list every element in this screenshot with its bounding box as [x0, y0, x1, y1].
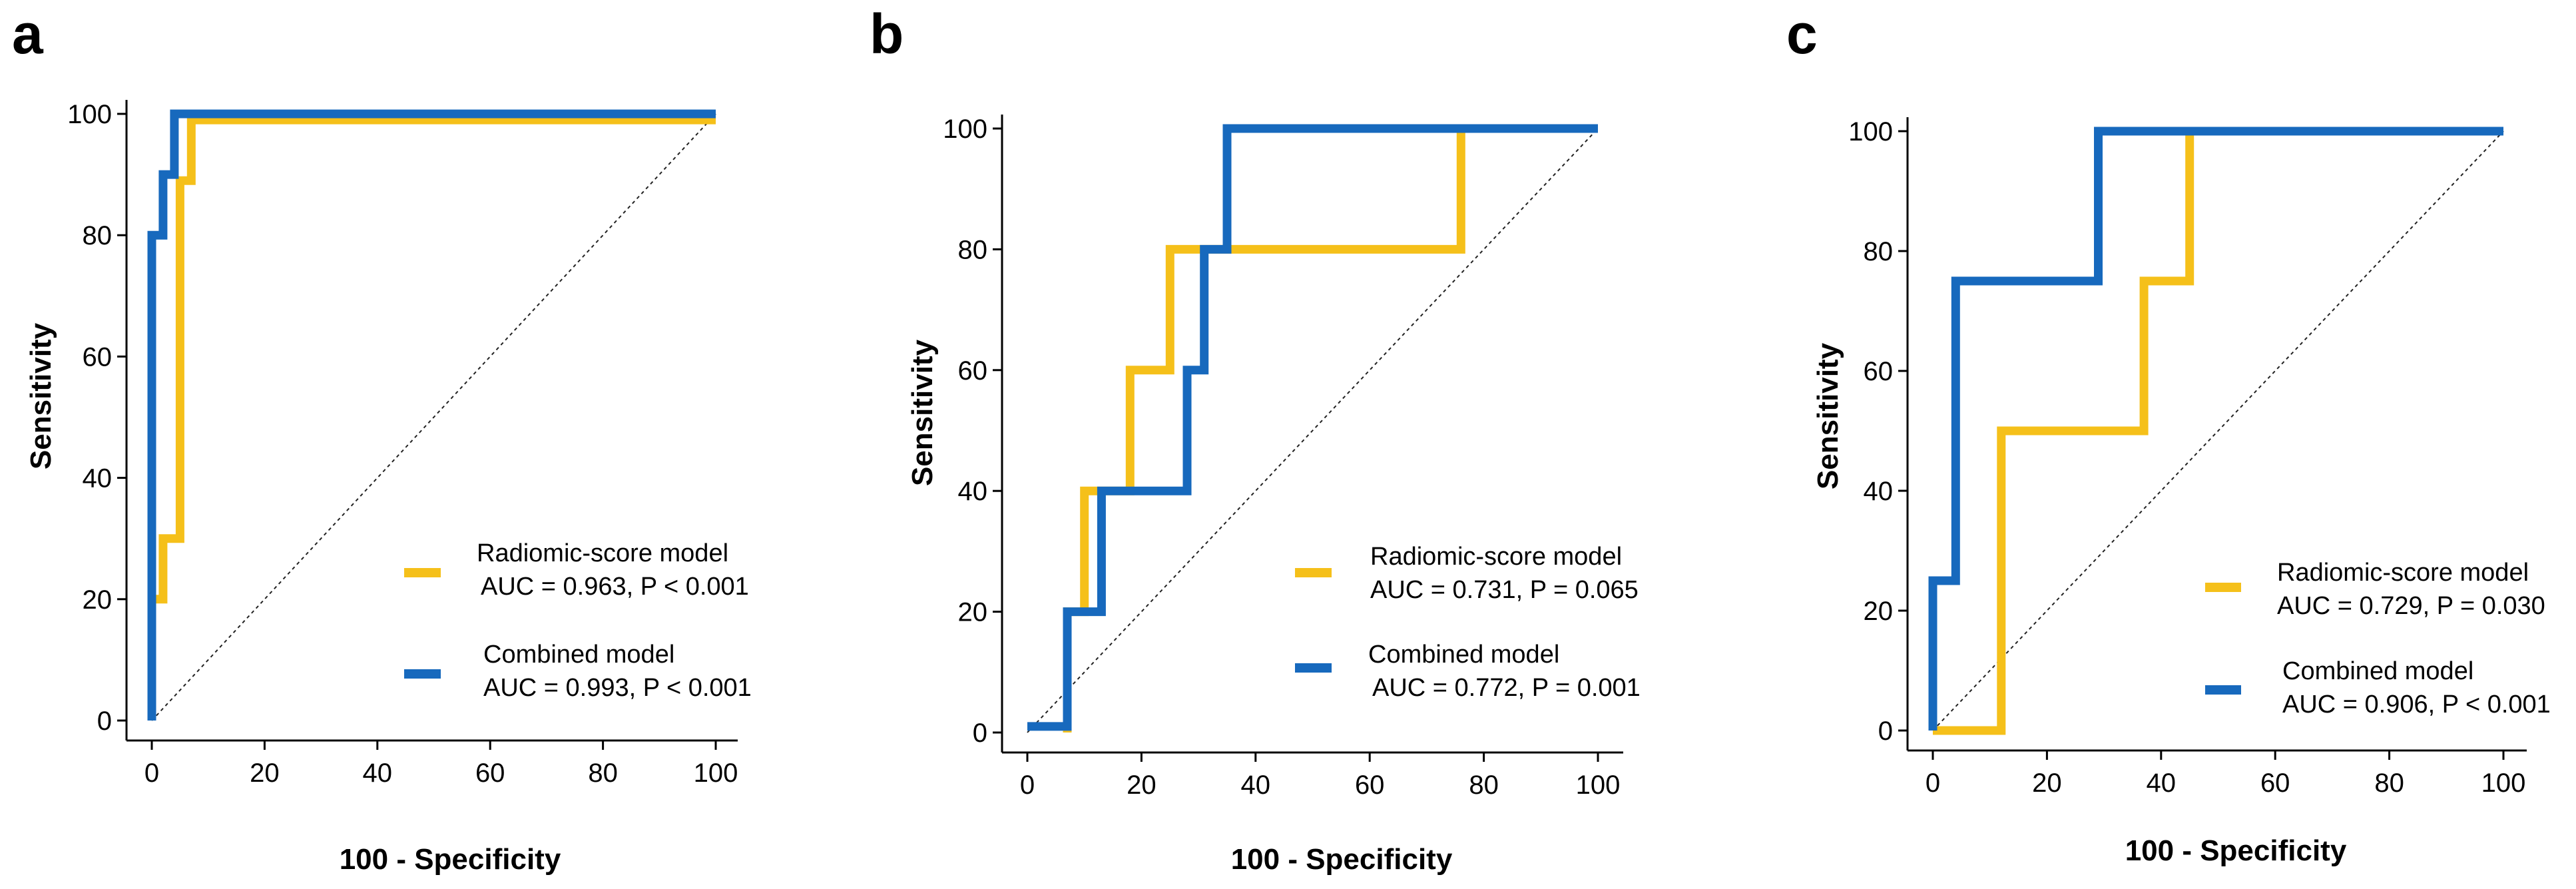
x-tick-label-c-80: 80 [2374, 768, 2404, 798]
x-tick-label-a-0: 0 [144, 758, 159, 788]
y-axis-title-a: Sensitivity [25, 322, 57, 469]
legend-label-combined-c: Combined model [2282, 657, 2473, 685]
legend-label-combined-a: Combined model [483, 641, 674, 669]
x-tick-label-b-40: 40 [1241, 770, 1271, 800]
y-tick-label-a-0: 0 [97, 707, 112, 736]
y-tick-label-c-20: 20 [1864, 597, 1894, 626]
panel-a: a 0 20 40 60 80 100 0 20 40 60 80 100 100 - Specifi… [12, 3, 752, 876]
y-tick-label-c-60: 60 [1864, 357, 1894, 386]
y-tick-label-b-100: 100 [943, 115, 987, 144]
panel-c: c 0 20 40 60 80 100 0 20 40 60 80 100 100 - Specifi… [1786, 3, 2551, 867]
x-tick-label-c-100: 100 [2481, 768, 2526, 798]
legend-c: Radiomic-score model AUC = 0.729, P = 0.… [2205, 559, 2551, 719]
y-tick-label-b-40: 40 [958, 477, 988, 506]
roc-curve-combined-c [1928, 127, 2503, 731]
roc-curve-radiomic-c [1933, 127, 2503, 735]
panel-letter-c: c [1786, 3, 1818, 65]
y-tick-label-a-60: 60 [83, 342, 113, 372]
x-tick-label-a-80: 80 [588, 758, 618, 788]
y-axis-title-c: Sensitivity [1812, 342, 1844, 489]
x-axis-title-c: 100 - Specificity [2125, 834, 2347, 867]
x-tick-label-b-0: 0 [1020, 770, 1035, 800]
y-tick-label-c-40: 40 [1864, 477, 1894, 506]
y-tick-label-a-20: 20 [83, 585, 113, 615]
legend-label-combined-b: Combined model [1368, 641, 1559, 669]
reference-diagonal-a [151, 113, 716, 721]
y-tick-label-a-40: 40 [83, 464, 113, 493]
roc-curve-radiomic-a [147, 115, 716, 721]
legend-stats-radiomic-a: AUC = 0.963, P < 0.001 [481, 573, 749, 601]
legend-b: Radiomic-score model AUC = 0.731, P = 0.… [1295, 543, 1641, 702]
x-tick-label-b-20: 20 [1127, 770, 1157, 800]
reference-diagonal-b [1027, 128, 1599, 733]
y-axis-title-b: Sensitivity [906, 339, 939, 486]
axes-b: 0 20 40 60 80 100 0 20 40 60 80 100 [943, 115, 1623, 800]
legend-label-radiomic-a: Radiomic-score model [477, 539, 728, 567]
y-tick-label-c-100: 100 [1848, 117, 1893, 147]
x-tick-label-a-60: 60 [475, 758, 505, 788]
x-tick-label-a-40: 40 [363, 758, 393, 788]
axes-c: 0 20 40 60 80 100 0 20 40 60 80 100 [1848, 117, 2527, 798]
y-tick-label-a-80: 80 [83, 221, 113, 250]
y-tick-label-c-80: 80 [1864, 237, 1894, 266]
x-tick-label-c-0: 0 [1926, 768, 1940, 798]
panel-letter-a: a [12, 3, 44, 65]
legend-stats-radiomic-c: AUC = 0.729, P = 0.030 [2277, 592, 2545, 620]
panel-letter-b: b [870, 3, 903, 65]
legend-stats-combined-a: AUC = 0.993, P < 0.001 [483, 674, 752, 702]
x-tick-label-c-20: 20 [2032, 768, 2062, 798]
x-tick-label-c-60: 60 [2260, 768, 2290, 798]
legend-stats-radiomic-b: AUC = 0.731, P = 0.065 [1370, 576, 1639, 604]
legend-stats-combined-b: AUC = 0.772, P = 0.001 [1372, 674, 1641, 702]
y-tick-label-b-60: 60 [958, 356, 988, 386]
x-tick-label-a-20: 20 [250, 758, 280, 788]
legend-label-radiomic-b: Radiomic-score model [1370, 543, 1622, 571]
roc-curve-combined-a [147, 109, 716, 721]
x-tick-label-b-60: 60 [1355, 770, 1385, 800]
x-axis-title-a: 100 - Specificity [340, 843, 561, 876]
legend-a: Radiomic-score model AUC = 0.963, P < 0.… [404, 539, 752, 702]
panel-b: b 0 20 40 60 80 100 0 20 40 60 80 100 100 - Specifi… [870, 3, 1641, 876]
axes-a: 0 20 40 60 80 100 0 20 40 60 80 100 [67, 100, 738, 788]
x-tick-label-b-100: 100 [1576, 770, 1621, 800]
y-tick-label-b-80: 80 [958, 235, 988, 264]
y-tick-label-a-100: 100 [67, 100, 112, 129]
x-tick-label-c-40: 40 [2147, 768, 2177, 798]
y-tick-label-b-20: 20 [958, 598, 988, 627]
roc-curve-combined-b [1027, 124, 1598, 731]
x-tick-label-b-80: 80 [1469, 770, 1499, 800]
legend-label-radiomic-c: Radiomic-score model [2277, 559, 2529, 587]
x-axis-title-b: 100 - Specificity [1231, 843, 1453, 876]
y-tick-label-b-0: 0 [973, 719, 987, 748]
reference-diagonal-c [1932, 131, 2504, 731]
y-tick-label-c-0: 0 [1878, 717, 1893, 746]
x-tick-label-a-100: 100 [694, 758, 738, 788]
legend-stats-combined-c: AUC = 0.906, P < 0.001 [2282, 691, 2551, 719]
